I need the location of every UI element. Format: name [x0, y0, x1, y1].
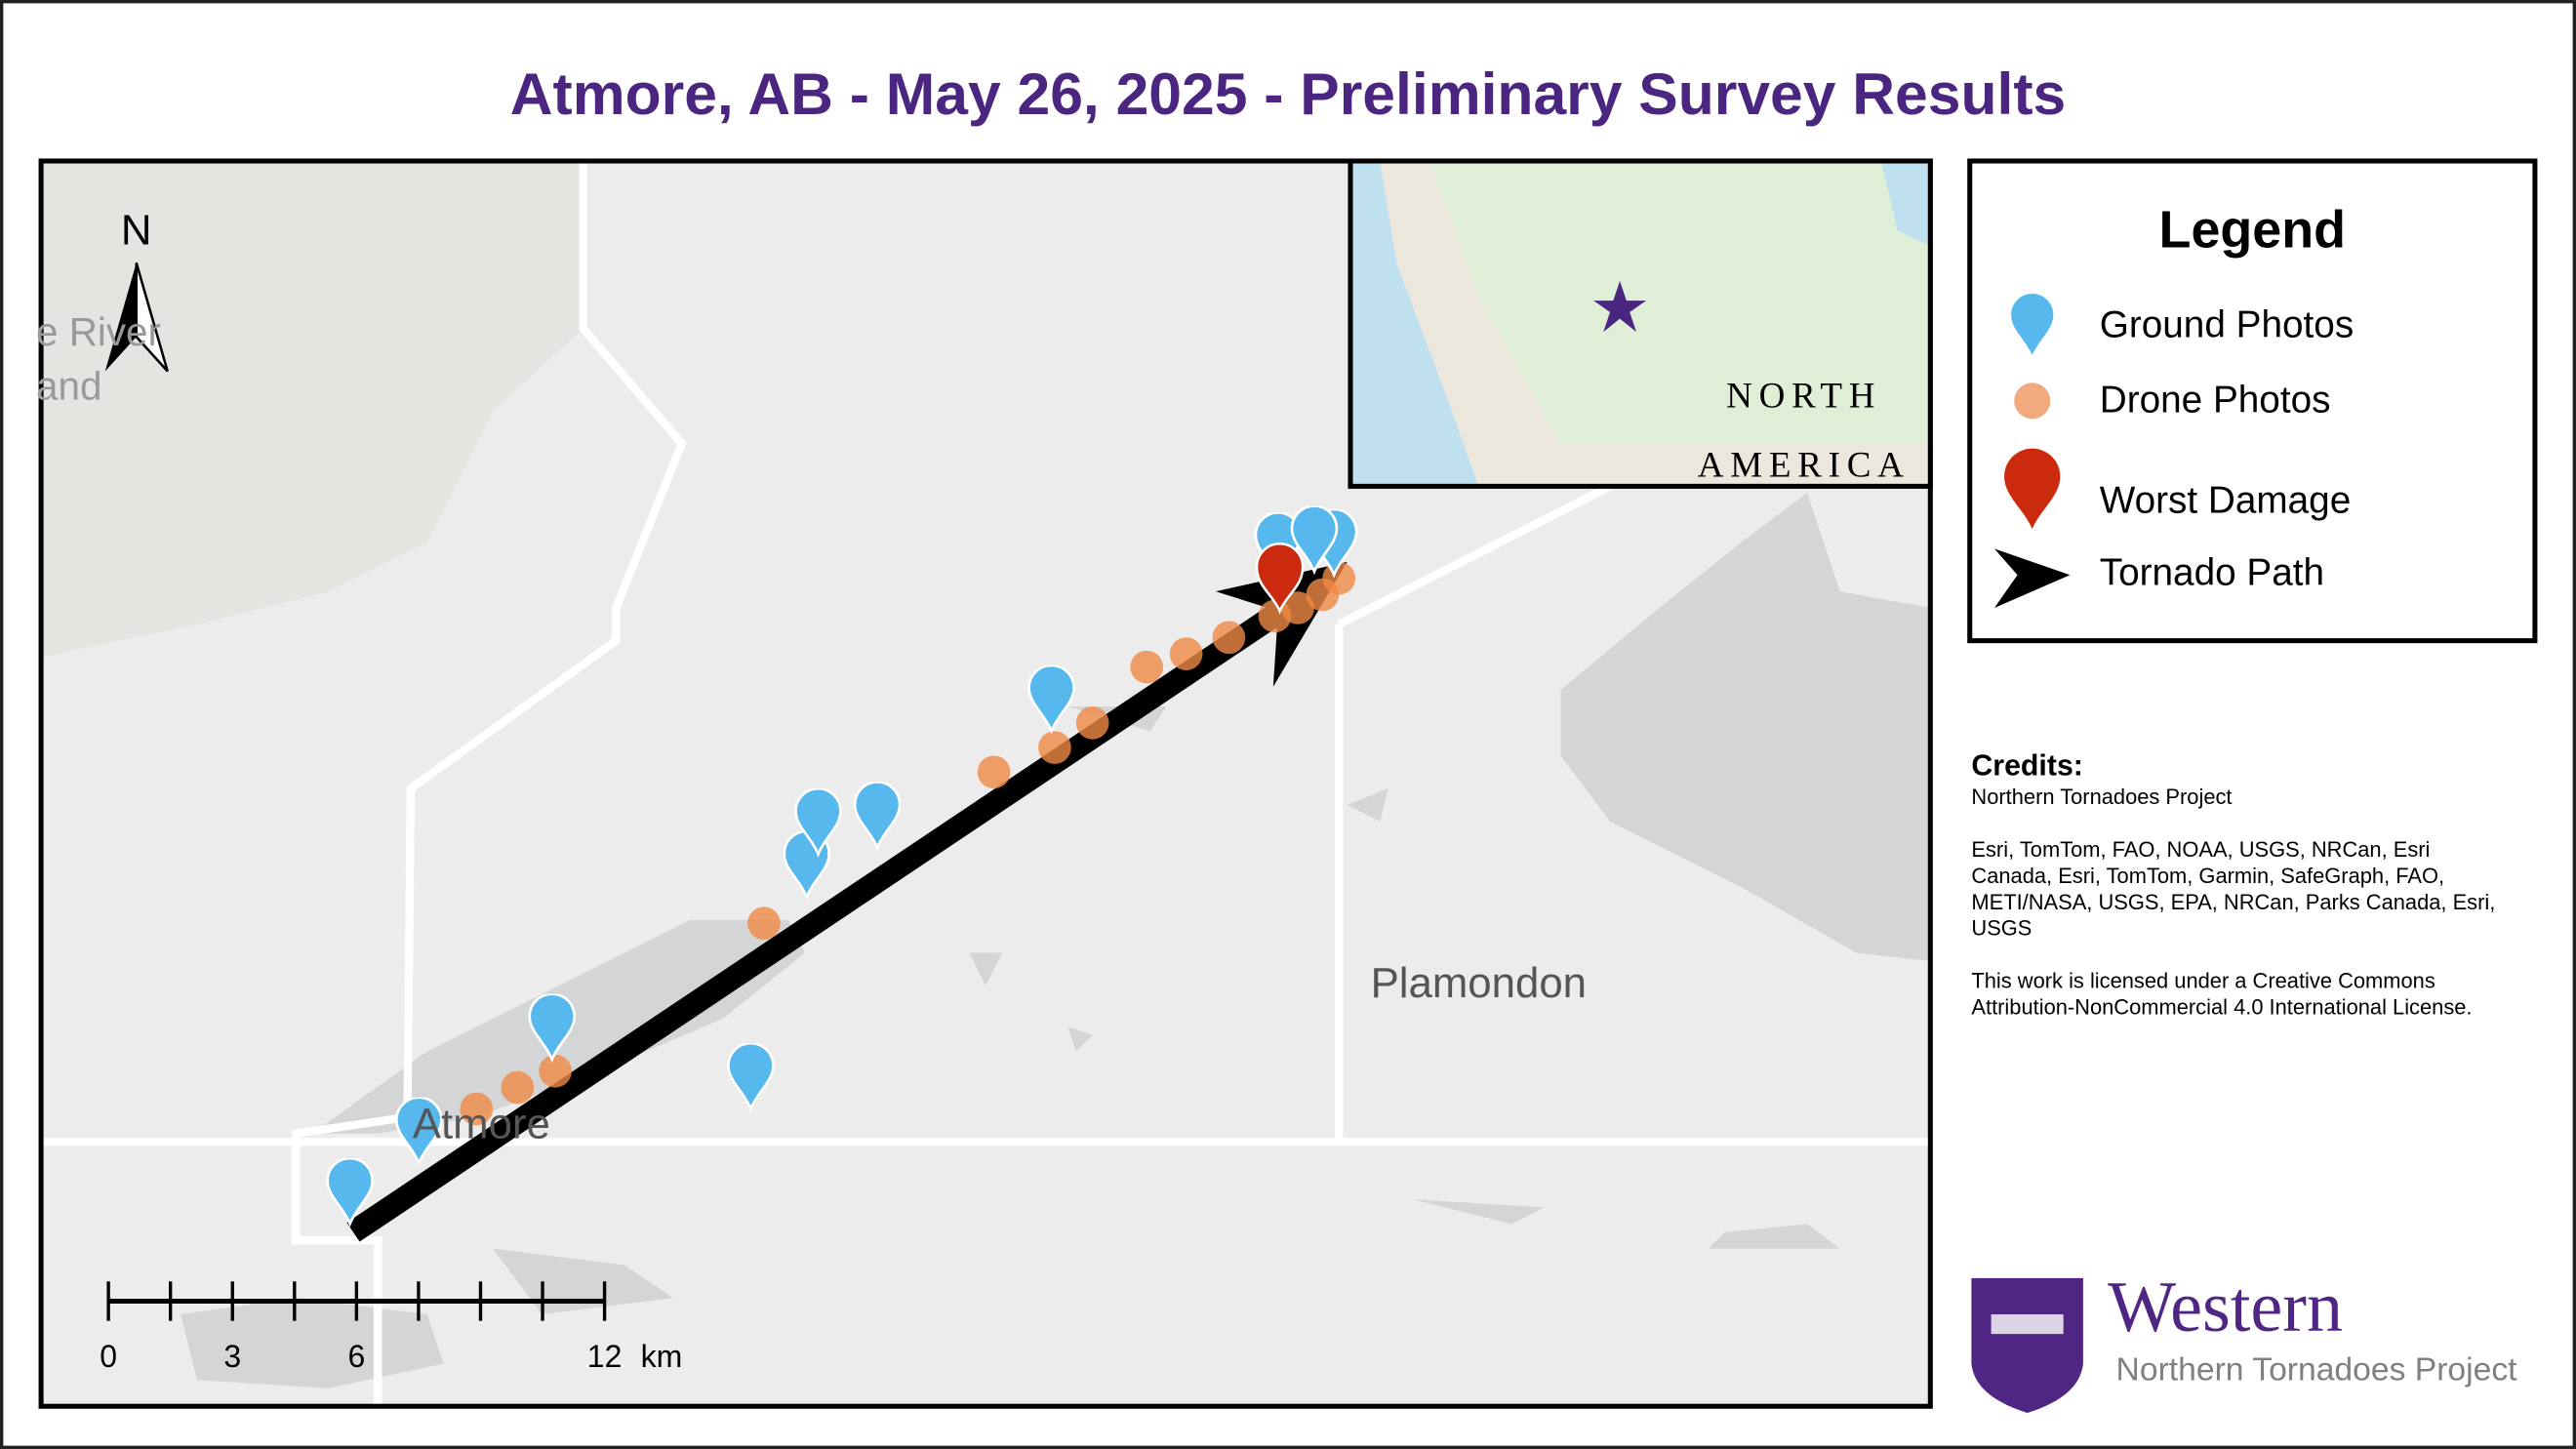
- worst-damage: [1255, 543, 1305, 615]
- credits-line: Northern Tornadoes Project: [1971, 785, 2232, 809]
- scale-unit: km: [641, 1339, 683, 1374]
- place-label: Atmore: [413, 1101, 550, 1148]
- legend-item: Drone Photos: [2100, 380, 2331, 422]
- drone-photo: [1169, 637, 1203, 670]
- legend-title: Legend: [2159, 200, 2347, 259]
- credits-line: Canada, Esri, TomTom, Garmin, SafeGraph,…: [1971, 864, 2444, 888]
- credits-line: USGS: [1971, 916, 2032, 941]
- drone-photo: [1212, 621, 1246, 655]
- legend-item: Tornado Path: [2100, 552, 2324, 594]
- drone-photo: [1038, 731, 1071, 764]
- credits-line: METI/NASA, USGS, EPA, NRCan, Parks Canad…: [1971, 890, 2495, 914]
- place-label: and: [36, 364, 101, 409]
- drone-photo: [1281, 591, 1314, 624]
- inset-label: AMERICA: [1698, 445, 1911, 485]
- credits: Credits: Northern Tornadoes Project Esri,…: [1971, 749, 2495, 1019]
- place-label: e River: [36, 309, 161, 354]
- scale-label: 3: [223, 1339, 241, 1374]
- legend-item: Ground Photos: [2100, 303, 2354, 345]
- drone-photo: [1130, 650, 1164, 684]
- place-label: Plamondon: [1371, 959, 1587, 1007]
- credits-heading: Credits:: [1971, 749, 2082, 782]
- drone-photo: [747, 906, 781, 941]
- drone-photo: [977, 755, 1011, 789]
- inset-label: NORTH: [1726, 377, 1881, 417]
- logo: Western Northern Tornadoes Project: [1971, 1268, 2517, 1413]
- logo-name: Western: [2108, 1268, 2343, 1348]
- drone-photo: [1075, 705, 1109, 740]
- drone-photo: [460, 1092, 494, 1126]
- credits-line: Attribution-NonCommercial 4.0 Internatio…: [1971, 995, 2472, 1020]
- legend-item: Worst Damage: [2100, 479, 2352, 521]
- scale-label: 12: [587, 1339, 623, 1374]
- inset-map: NORTH AMERICA: [1348, 158, 1933, 489]
- map-border: [38, 158, 1933, 1409]
- north-label: N: [121, 207, 152, 255]
- logo-subtitle: Northern Tornadoes Project: [2116, 1352, 2518, 1389]
- drone-photo: [539, 1054, 572, 1088]
- scale-label: 0: [100, 1339, 117, 1374]
- credits-line: This work is licensed under a Creative C…: [1971, 969, 2435, 993]
- legend: Legend Ground Photos Drone Photos Worst Da…: [1967, 158, 2538, 644]
- drone-photo: [501, 1070, 535, 1105]
- credits-line: Esri, TomTom, FAO, NOAA, USGS, NRCan, Es…: [1971, 837, 2430, 862]
- scale-label: 6: [347, 1339, 365, 1374]
- title: Atmore, AB - May 26, 2025 - Preliminary …: [510, 60, 2066, 127]
- scale-bar: 0 3 6 12 km: [100, 1281, 682, 1374]
